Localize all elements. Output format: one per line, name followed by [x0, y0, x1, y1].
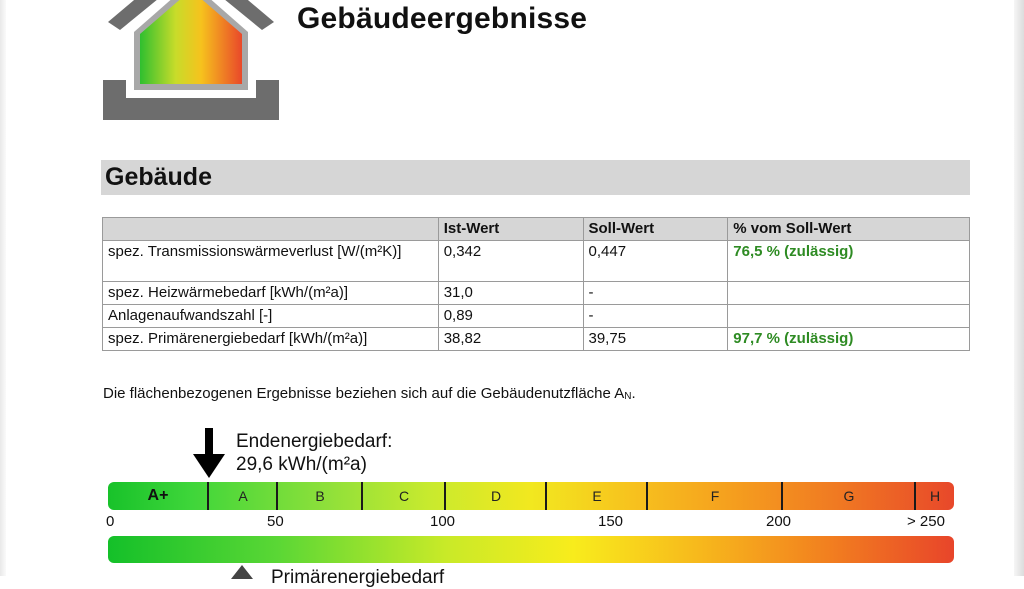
table-row: spez. Primärenergiebedarf [kWh/(m²a)] 38…	[102, 327, 970, 351]
note-text: Die flächenbezogenen Ergebnisse beziehen…	[103, 385, 625, 402]
column-header-ist: Ist-Wert	[437, 217, 584, 241]
arrow-down-icon	[193, 428, 225, 478]
class-label-b: B	[315, 488, 325, 504]
class-label-h: H	[929, 488, 941, 504]
energy-gradient-bar	[108, 536, 954, 563]
note-subscript: N	[624, 391, 632, 402]
soll-value: 39,75	[582, 327, 729, 351]
scale-tick-50: 50	[267, 513, 284, 530]
house-logo-icon	[103, 0, 279, 120]
reference-note: Die flächenbezogenen Ergebnisse beziehen…	[103, 385, 636, 402]
table-row: spez. Heizwärmebedarf [kWh/(m²a)] 31,0 -	[102, 281, 970, 305]
row-label: spez. Transmissionswärmeverlust [W/(m²K)…	[102, 240, 439, 282]
energy-class-scale: A+ A B C D E F G H	[108, 482, 954, 510]
scale-tick-150: 150	[598, 513, 624, 530]
class-label-g: G	[843, 488, 855, 504]
ist-value: 0,89	[437, 304, 584, 328]
class-label-c: C	[398, 488, 410, 504]
table-header-row: Ist-Wert Soll-Wert % vom Soll-Wert	[102, 217, 970, 241]
class-divider	[207, 482, 209, 510]
class-label-aplus: A+	[147, 487, 169, 504]
ist-value: 38,82	[437, 327, 584, 351]
class-divider	[545, 482, 547, 510]
table-row: Anlagenaufwandszahl [-] 0,89 -	[102, 304, 970, 328]
row-label: Anlagenaufwandszahl [-]	[102, 304, 439, 328]
scale-tick-200: 200	[766, 513, 792, 530]
arrow-up-icon	[231, 565, 253, 579]
percent-value	[727, 304, 970, 328]
percent-value	[727, 281, 970, 305]
endenergie-value: 29,6 kWh/(m²a)	[236, 454, 367, 475]
endenergie-title: Endenergiebedarf:	[236, 431, 393, 452]
scale-tick-250: > 250	[907, 513, 945, 530]
results-table: Ist-Wert Soll-Wert % vom Soll-Wert spez.…	[102, 217, 970, 351]
column-header	[102, 217, 439, 241]
section-header: Gebäude	[101, 160, 970, 195]
column-header-soll: Soll-Wert	[582, 217, 729, 241]
row-label: spez. Primärenergiebedarf [kWh/(m²a)]	[102, 327, 439, 351]
column-header-percent: % vom Soll-Wert	[727, 217, 970, 241]
scale-tick-100: 100	[430, 513, 456, 530]
class-divider	[646, 482, 648, 510]
class-divider	[914, 482, 916, 510]
row-label: spez. Heizwärmebedarf [kWh/(m²a)]	[102, 281, 439, 305]
section-title: Gebäude	[105, 163, 212, 191]
soll-value: -	[582, 281, 729, 305]
ist-value: 31,0	[437, 281, 584, 305]
class-label-d: D	[490, 488, 502, 504]
class-divider	[276, 482, 278, 510]
primaerenergie-label: Primärenergiebedarf	[271, 567, 445, 588]
class-divider	[444, 482, 446, 510]
class-divider	[781, 482, 783, 510]
note-end: .	[631, 385, 636, 402]
scale-tick-0: 0	[106, 513, 115, 530]
page-edge	[1014, 0, 1024, 576]
endenergie-label: Endenergiebedarf: 29,6 kWh/(m²a)	[236, 430, 392, 476]
page-edge	[0, 0, 6, 576]
ist-value: 0,342	[437, 240, 584, 282]
document-title: Gebäudeergebnisse	[297, 2, 588, 35]
class-divider	[361, 482, 363, 510]
soll-value: 0,447	[582, 240, 729, 282]
table-row: spez. Transmissionswärmeverlust [W/(m²K)…	[102, 240, 970, 282]
class-label-f: F	[710, 488, 720, 504]
class-label-a: A	[238, 488, 248, 504]
soll-value: -	[582, 304, 729, 328]
percent-value: 97,7 % (zulässig)	[727, 327, 970, 351]
percent-value: 76,5 % (zulässig)	[727, 240, 970, 282]
class-label-e: E	[592, 488, 602, 504]
